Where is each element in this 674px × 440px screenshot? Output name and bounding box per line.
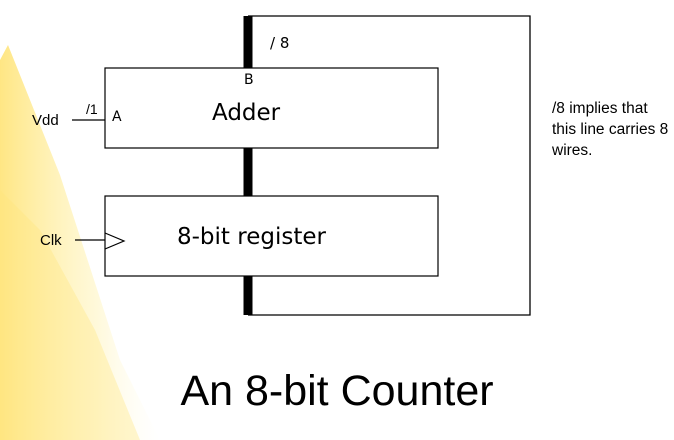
vdd-width-label: /1	[86, 101, 98, 117]
bus-width-label: / 8	[270, 34, 290, 52]
adder-port-a-label: A	[112, 109, 122, 125]
vdd-label: Vdd	[32, 112, 59, 129]
register-block	[104, 195, 439, 277]
adder-port-b-label: B	[244, 72, 254, 88]
adder-label: Adder	[212, 100, 281, 126]
clk-label: Clk	[40, 232, 62, 249]
adder-block	[104, 67, 439, 149]
clock-input-triangle-icon	[104, 232, 126, 250]
register-label: 8-bit register	[177, 224, 326, 250]
feedback-wire	[248, 15, 531, 316]
slide-title: An 8-bit Counter	[180, 367, 494, 415]
bus-width-note: /8 implies that this line carries 8 wire…	[552, 100, 669, 159]
